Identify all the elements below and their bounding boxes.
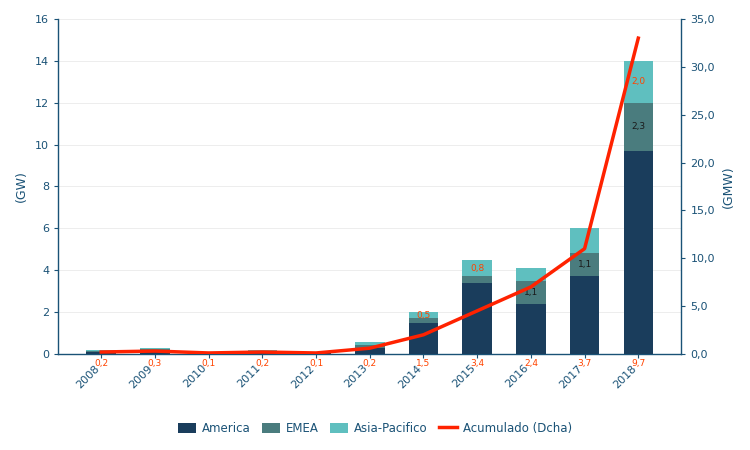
Bar [409, 312, 438, 318]
Text: 1,1: 1,1 [524, 288, 538, 297]
Bar [463, 260, 492, 276]
Bar [623, 61, 653, 103]
Text: 1,5: 1,5 [416, 359, 430, 368]
Acumulado (Dcha) [472, 308, 482, 314]
Bar [86, 350, 116, 351]
Bar [140, 349, 170, 350]
Bar [570, 253, 599, 276]
Bar [516, 268, 546, 281]
Bar [516, 304, 546, 354]
Acumulado (Dcha) [204, 350, 213, 356]
Text: 0,8: 0,8 [470, 264, 484, 273]
Text: 2,3: 2,3 [632, 122, 645, 131]
Line: Acumulado (Dcha): Acumulado (Dcha) [101, 38, 638, 353]
Text: 0,5: 0,5 [416, 310, 430, 320]
Bar [570, 276, 599, 354]
Bar [623, 151, 653, 354]
Bar [463, 276, 492, 283]
Bar [140, 350, 170, 354]
Text: 2,0: 2,0 [632, 77, 645, 86]
Bar [302, 352, 331, 353]
Bar [140, 348, 170, 349]
Text: 0,2: 0,2 [363, 359, 376, 368]
Y-axis label: (GMW): (GMW) [722, 165, 735, 208]
Y-axis label: (GW): (GW) [15, 171, 28, 202]
Text: 3,4: 3,4 [470, 359, 484, 368]
Bar [570, 228, 599, 253]
Acumulado (Dcha) [580, 246, 589, 252]
Bar [355, 345, 385, 348]
Text: 0,1: 0,1 [309, 359, 323, 368]
Acumulado (Dcha) [526, 284, 536, 290]
Text: 3,7: 3,7 [578, 359, 592, 368]
Bar [194, 352, 224, 353]
Bar [302, 353, 331, 354]
Bar [248, 351, 277, 352]
Acumulado (Dcha) [151, 348, 160, 354]
Acumulado (Dcha) [634, 36, 643, 41]
Bar [409, 323, 438, 354]
Bar [355, 342, 385, 345]
Bar [248, 352, 277, 354]
Bar [86, 352, 116, 354]
Text: 0,1: 0,1 [202, 359, 216, 368]
Acumulado (Dcha) [419, 332, 428, 338]
Text: 9,7: 9,7 [632, 359, 646, 368]
Bar [516, 281, 546, 304]
Bar [86, 351, 116, 352]
Bar [194, 353, 224, 354]
Text: 1,1: 1,1 [578, 261, 592, 270]
Legend: America, EMEA, Asia-Pacifico, Acumulado (Dcha): America, EMEA, Asia-Pacifico, Acumulado … [173, 417, 577, 440]
Bar [463, 283, 492, 354]
Acumulado (Dcha) [365, 346, 374, 351]
Acumulado (Dcha) [97, 349, 106, 355]
Acumulado (Dcha) [258, 349, 267, 355]
Bar [355, 348, 385, 354]
Text: 0,2: 0,2 [94, 359, 108, 368]
Text: 2,4: 2,4 [524, 359, 538, 368]
Bar [409, 318, 438, 323]
Text: 0,2: 0,2 [255, 359, 269, 368]
Bar [623, 103, 653, 151]
Text: 0,3: 0,3 [148, 359, 162, 368]
Bar [248, 350, 277, 351]
Acumulado (Dcha) [311, 350, 320, 356]
